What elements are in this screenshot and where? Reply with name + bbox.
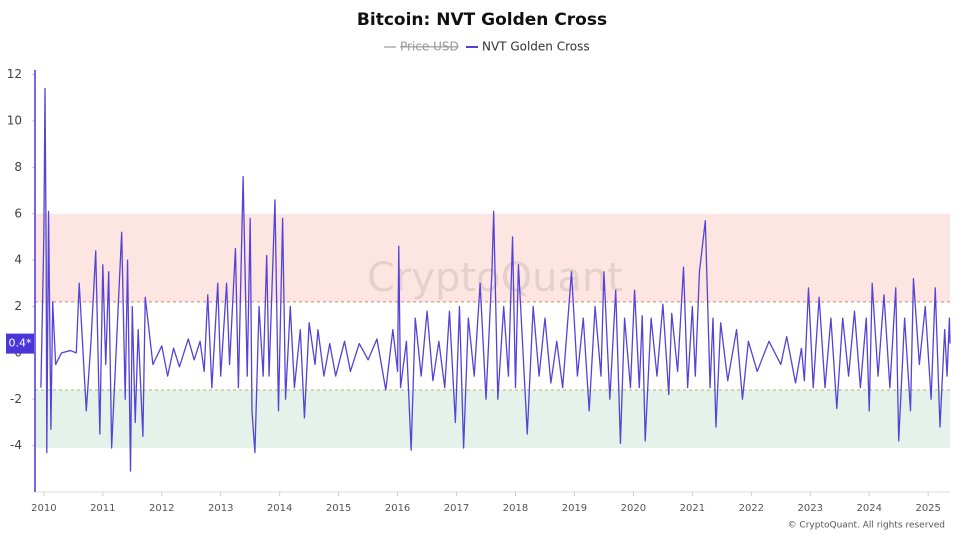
x-tick-label: 2022 — [739, 503, 764, 514]
y-tick-label: 6 — [14, 206, 22, 220]
x-tick-label: 2025 — [915, 503, 940, 514]
x-tick-label: 2023 — [798, 503, 823, 514]
legend-label: NVT Golden Cross — [482, 40, 590, 54]
y-tick-label: 10 — [7, 114, 22, 128]
x-tick-label: 2021 — [680, 503, 705, 514]
last-value-box — [6, 333, 34, 354]
x-tick-label: 2019 — [562, 503, 587, 514]
x-tick-label: 2013 — [208, 503, 233, 514]
data-line — [40, 87, 951, 472]
y-tick-label: 2 — [14, 299, 22, 313]
footer: © CryptoQuant. All rights reserved — [788, 521, 945, 531]
y-tick-label: 12 — [7, 67, 22, 81]
x-tick-label: 2016 — [385, 503, 410, 514]
x-tick-label: 2018 — [503, 503, 528, 514]
x-tick-label: 2010 — [31, 503, 56, 514]
x-tick-label: 2014 — [267, 503, 292, 514]
y-tick-label: 8 — [14, 160, 22, 174]
x-tick-label: 2017 — [444, 503, 469, 514]
y-tick-label: 4 — [14, 253, 22, 267]
x-tick-label: 2024 — [857, 503, 882, 514]
y-tick-label: -4 — [10, 438, 22, 452]
chart-title: Bitcoin: NVT Golden Cross — [357, 10, 607, 30]
x-tick-label: 2020 — [621, 503, 646, 514]
x-tick-label: 2011 — [90, 503, 115, 514]
x-tick-label: 2015 — [326, 503, 351, 514]
legend-label: Price USD — [400, 40, 459, 54]
x-tick-label: 2012 — [149, 503, 174, 514]
last-value-label: 0.4* — [9, 337, 32, 350]
y-tick-label: -2 — [10, 392, 22, 406]
zone-band — [35, 389, 950, 448]
